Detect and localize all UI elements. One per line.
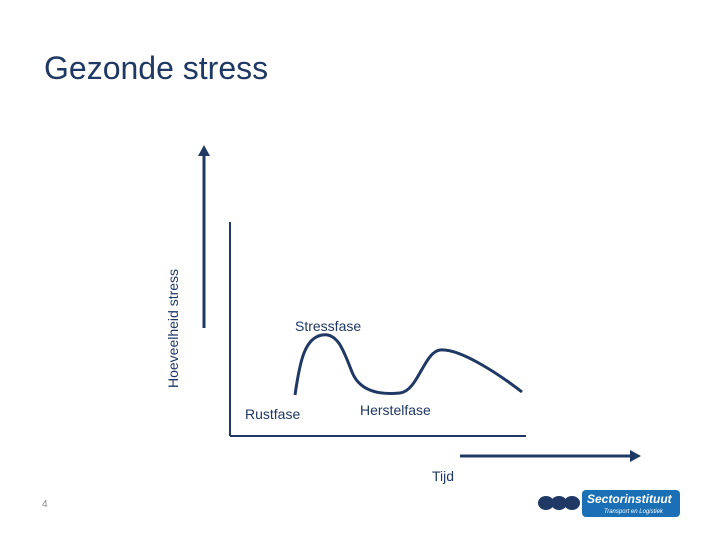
page-number: 4 <box>42 499 48 510</box>
logo-dot <box>551 496 567 510</box>
y-axis-label: Hoeveelheid stress <box>165 269 181 388</box>
logo-name: Sectorinstituut <box>587 492 673 506</box>
stress-curve <box>293 333 523 396</box>
x-arrowhead <box>630 450 641 462</box>
logo-box <box>582 490 680 517</box>
x-axis-label: Tijd <box>432 468 454 484</box>
phase-label: Herstelfase <box>360 402 431 418</box>
phase-label: Rustfase <box>245 406 300 422</box>
slide-title: Gezonde stress <box>44 50 268 86</box>
logo-dot <box>538 496 554 510</box>
phase-label: Stressfase <box>295 318 361 334</box>
logo-dot <box>564 496 580 510</box>
logo-tagline: Transport en Logistiek <box>604 509 664 515</box>
y-arrowhead <box>198 145 210 156</box>
logo: Sectorinstituut Transport en Logistiek <box>538 490 680 517</box>
